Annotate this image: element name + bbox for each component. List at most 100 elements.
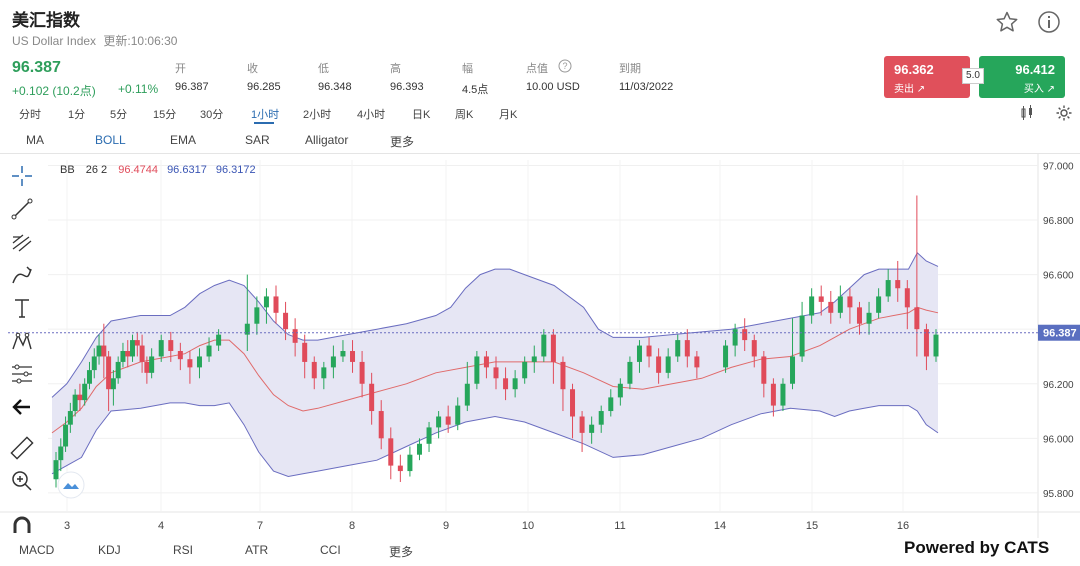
candle-down: [388, 438, 394, 466]
candle-down: [378, 411, 384, 439]
info-icon[interactable]: [1037, 10, 1061, 34]
brush-icon[interactable]: [9, 262, 35, 288]
candle-up: [780, 383, 786, 406]
chart-type-icon[interactable]: [1018, 104, 1036, 122]
candle-up: [96, 345, 102, 357]
candle-up: [206, 345, 212, 357]
crosshair-icon[interactable]: [9, 163, 35, 189]
stat-open-value: 96.387: [175, 81, 209, 93]
candle-up: [866, 312, 872, 324]
candle-up: [723, 345, 729, 368]
candle-down: [359, 361, 365, 384]
candle-down: [292, 329, 298, 343]
candle-down: [168, 340, 174, 352]
tf-week[interactable]: 周K: [455, 109, 474, 121]
candle-down: [273, 296, 279, 313]
candle-down: [302, 342, 308, 362]
bollinger-lower-line: [51, 402, 939, 478]
price-change-percent: +0.11%: [118, 82, 159, 96]
y-tick-label: 95.800: [1043, 489, 1074, 500]
tf-1h[interactable]: 1小时: [251, 109, 280, 121]
tf-day[interactable]: 日K: [412, 109, 431, 121]
candle-up: [541, 334, 547, 357]
page-title: 美汇指数: [12, 11, 80, 30]
candle-down: [560, 361, 566, 390]
last-price-badge: [1038, 324, 1080, 341]
candle-up: [130, 340, 136, 357]
gear-icon[interactable]: [1055, 104, 1073, 122]
tab-atr[interactable]: ATR: [245, 543, 269, 557]
candle-up: [876, 296, 882, 313]
tab-more[interactable]: 更多: [389, 545, 414, 559]
star-icon[interactable]: [995, 10, 1019, 34]
sell-button[interactable]: 96.362 卖出 ↗: [884, 56, 970, 98]
tab-cci[interactable]: CCI: [320, 543, 341, 557]
x-tick-label: 4: [158, 520, 164, 532]
stat-high-value: 96.393: [390, 81, 424, 93]
candle-down: [177, 351, 183, 360]
x-tick-label: 9: [443, 520, 449, 532]
candle-down: [570, 389, 576, 417]
sell-price: 96.362: [894, 62, 934, 77]
candle-down: [483, 356, 489, 368]
legend-middle: 96.4744: [118, 164, 158, 176]
tab-kdj[interactable]: KDJ: [98, 543, 121, 557]
fib-icon[interactable]: [9, 229, 35, 255]
ruler-icon[interactable]: [9, 435, 35, 461]
tf-5m[interactable]: 5分: [110, 109, 128, 121]
price-chart[interactable]: 97.00096.80096.60096.40096.20096.00095.8…: [0, 154, 1080, 538]
candle-down: [923, 329, 929, 357]
indicator-boll[interactable]: BOLL: [95, 133, 126, 147]
x-tick-label: 8: [349, 520, 355, 532]
candle-down: [742, 329, 748, 341]
update-time: 更新:10:06:30: [103, 34, 178, 48]
help-icon[interactable]: ?: [558, 59, 572, 73]
trendline-icon[interactable]: [9, 196, 35, 222]
y-tick-label: 96.000: [1043, 434, 1074, 445]
candle-up: [244, 323, 250, 335]
candle-up: [426, 427, 432, 444]
candle-up: [474, 356, 480, 384]
buy-button[interactable]: 96.412 买入 ↗: [979, 56, 1065, 98]
tf-15m[interactable]: 15分: [153, 109, 177, 121]
tf-2h[interactable]: 2小时: [303, 109, 332, 121]
candle-down: [904, 288, 910, 308]
stat-low-label: 低: [318, 63, 329, 75]
indicator-ema[interactable]: EMA: [170, 133, 197, 147]
candle-down: [914, 307, 920, 330]
price-change: +0.102 (10.2点): [12, 84, 96, 98]
indicator-sar[interactable]: SAR: [245, 133, 270, 147]
candle-up: [522, 361, 528, 379]
measure-icon[interactable]: [9, 361, 35, 387]
candle-down: [101, 345, 107, 357]
candle-up: [627, 361, 633, 384]
indicator-alligator[interactable]: Alligator: [305, 133, 349, 147]
tf-tick[interactable]: 分时: [19, 109, 41, 121]
candle-down: [579, 416, 585, 433]
indicator-more[interactable]: 更多: [390, 135, 415, 149]
tf-30m[interactable]: 30分: [200, 109, 224, 121]
pattern-icon[interactable]: [9, 328, 35, 354]
text-icon[interactable]: [9, 295, 35, 321]
back-arrow-icon[interactable]: [9, 394, 35, 420]
zoom-in-icon[interactable]: [9, 468, 35, 494]
x-tick-label: 15: [806, 520, 818, 532]
candle-up: [512, 378, 518, 390]
tab-macd[interactable]: MACD: [19, 543, 55, 557]
magnet-icon[interactable]: [9, 513, 35, 539]
tf-1m[interactable]: 1分: [68, 109, 86, 121]
tf-4h[interactable]: 4小时: [357, 109, 386, 121]
legend-upper: 96.6317: [167, 164, 207, 176]
tab-rsi[interactable]: RSI: [173, 543, 194, 557]
spread-badge: 5.0: [962, 68, 984, 84]
candle-down: [656, 356, 662, 373]
tf-month[interactable]: 月K: [499, 109, 518, 121]
candle-down: [684, 340, 690, 357]
stat-expiry-value: 11/03/2022: [619, 81, 674, 93]
subtitle: US Dollar Index 更新:10:06:30: [12, 32, 181, 49]
candle-down: [646, 345, 652, 357]
indicator-ma[interactable]: MA: [26, 133, 44, 147]
candle-up: [86, 370, 92, 384]
candle-up: [531, 356, 537, 362]
candle-up: [665, 356, 671, 373]
